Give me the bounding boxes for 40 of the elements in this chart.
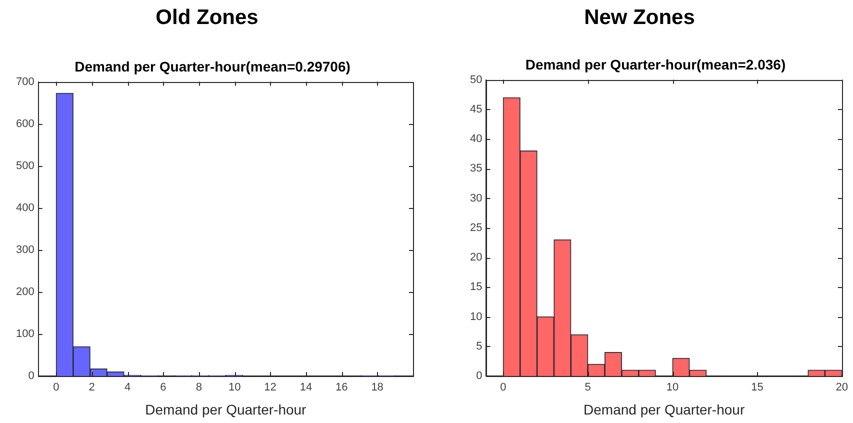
x-tick-label: 16 <box>336 382 348 394</box>
x-tick-label: 4 <box>124 382 131 394</box>
x-tick-label: 6 <box>160 382 166 394</box>
y-tick-label: 5 <box>476 340 482 352</box>
y-tick-label: 100 <box>16 328 34 340</box>
x-tick-label: 0 <box>500 382 506 394</box>
x-tick-label: 14 <box>300 382 312 394</box>
y-tick-label: 400 <box>16 202 34 214</box>
y-tick-label: 200 <box>16 286 34 298</box>
y-tick-label: 50 <box>470 74 482 86</box>
x-tick-label: 15 <box>751 382 764 394</box>
y-tick-label: 300 <box>16 244 34 256</box>
x-tick-label: 10 <box>666 382 679 394</box>
y-tick-label: 500 <box>16 160 34 172</box>
y-tick-label: 600 <box>16 118 34 130</box>
x-tick-label: 2 <box>88 382 95 394</box>
y-tick-label: 700 <box>16 76 34 88</box>
y-tick-label: 40 <box>470 133 482 146</box>
chart-subtitle: Demand per Quarter-hour(mean=0.29706) <box>74 58 350 74</box>
y-tick-label: 0 <box>28 370 34 382</box>
y-tick-label: 25 <box>470 222 482 234</box>
chart-title: Old Zones <box>154 5 260 31</box>
x-tick-label: 5 <box>584 382 591 394</box>
y-tick-label: 10 <box>470 310 482 323</box>
y-tick-label: 30 <box>470 192 482 204</box>
y-tick-label: 0 <box>476 370 482 382</box>
x-axis-title: Demand per Quarter-hour <box>584 401 745 418</box>
x-tick-label: 20 <box>836 382 848 394</box>
chart-subtitle: Demand per Quarter-hour(mean=2.036) <box>525 56 786 72</box>
chart-title: New Zones <box>583 5 696 31</box>
y-tick-label: 15 <box>470 281 482 294</box>
x-tick-label: 10 <box>228 382 241 394</box>
x-tick-label: 0 <box>53 382 60 394</box>
x-tick-label: 12 <box>264 382 276 394</box>
x-tick-label: 8 <box>196 382 202 394</box>
x-tick-label: 18 <box>371 382 384 394</box>
y-tick-label: 20 <box>470 252 482 264</box>
x-axis-title: Demand per Quarter-hour <box>145 401 307 418</box>
y-tick-label: 45 <box>470 103 482 116</box>
y-tick-label: 35 <box>470 162 482 175</box>
